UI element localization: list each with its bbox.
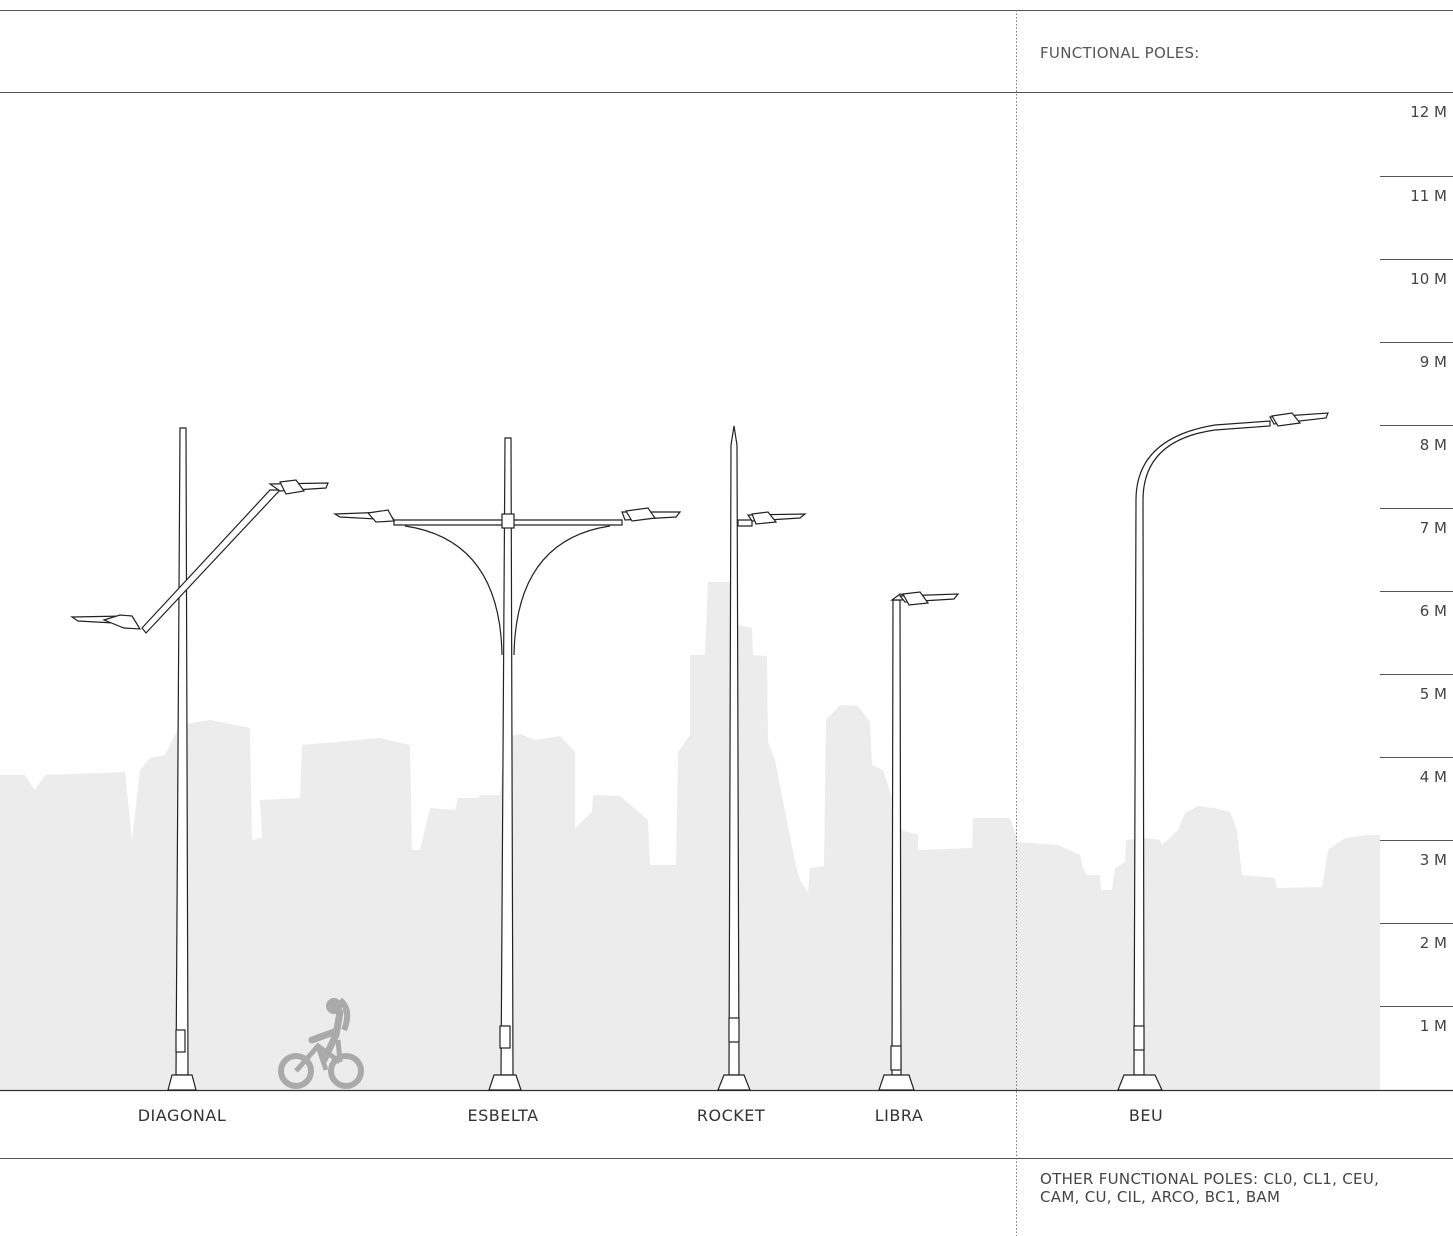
scale-label-11m: 11 M — [1410, 187, 1447, 205]
pole-libra — [878, 591, 960, 1091]
pole-rocket — [717, 425, 807, 1091]
scale-ticks — [1380, 176, 1453, 1007]
pole-diagonal — [70, 427, 329, 1091]
scale-label-2m: 2 M — [1419, 934, 1447, 952]
pole-label-esbelta: ESBELTA — [467, 1106, 539, 1125]
pole-label-rocket: ROCKET — [696, 1106, 766, 1125]
scale-label-12m: 12 M — [1410, 103, 1447, 121]
cyclist-icon — [278, 997, 364, 1089]
scale-label-8m: 8 M — [1419, 436, 1447, 454]
scale-label-4m: 4 M — [1419, 768, 1447, 786]
scale-label-6m: 6 M — [1419, 602, 1447, 620]
scale-label-3m: 3 M — [1419, 851, 1447, 869]
pole-label-diagonal: DIAGONAL — [137, 1106, 227, 1125]
city-skyline-background — [0, 582, 1380, 1090]
pole-beu — [1117, 412, 1329, 1091]
scale-label-10m: 10 M — [1410, 270, 1447, 288]
pole-label-beu: BEU — [1128, 1106, 1164, 1125]
scale-label-7m: 7 M — [1419, 519, 1447, 537]
pole-esbelta — [332, 437, 682, 1091]
scale-label-1m: 1 M — [1419, 1017, 1447, 1035]
section-header-label: FUNCTIONAL POLES: — [1040, 44, 1200, 62]
scale-label-9m: 9 M — [1419, 353, 1447, 371]
footer-note: OTHER FUNCTIONAL POLES: CL0, CL1, CEU, C… — [1040, 1170, 1380, 1206]
scale-label-5m: 5 M — [1419, 685, 1447, 703]
pole-label-libra: LIBRA — [874, 1106, 924, 1125]
